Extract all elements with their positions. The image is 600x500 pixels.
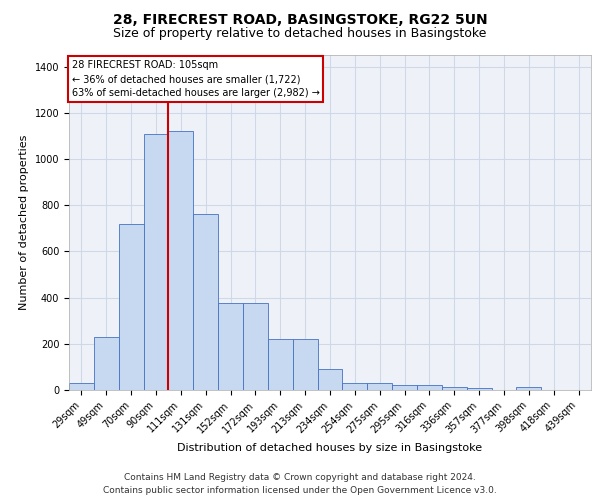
Bar bbox=[193, 214, 218, 390]
Text: Size of property relative to detached houses in Basingstoke: Size of property relative to detached ho… bbox=[113, 28, 487, 40]
Text: Contains HM Land Registry data © Crown copyright and database right 2024.
Contai: Contains HM Land Registry data © Crown c… bbox=[103, 474, 497, 495]
Bar bbox=[317, 369, 343, 390]
X-axis label: Distribution of detached houses by size in Basingstoke: Distribution of detached houses by size … bbox=[178, 443, 482, 453]
Bar bbox=[467, 388, 491, 390]
Bar bbox=[343, 383, 367, 390]
Bar bbox=[517, 386, 541, 390]
Bar bbox=[268, 339, 293, 390]
Y-axis label: Number of detached properties: Number of detached properties bbox=[19, 135, 29, 310]
Text: 28 FIRECREST ROAD: 105sqm
← 36% of detached houses are smaller (1,722)
63% of se: 28 FIRECREST ROAD: 105sqm ← 36% of detac… bbox=[71, 60, 319, 98]
Bar bbox=[392, 386, 417, 390]
Bar bbox=[293, 339, 317, 390]
Text: 28, FIRECREST ROAD, BASINGSTOKE, RG22 5UN: 28, FIRECREST ROAD, BASINGSTOKE, RG22 5U… bbox=[113, 12, 487, 26]
Bar bbox=[442, 386, 467, 390]
Bar bbox=[218, 304, 243, 390]
Bar bbox=[119, 224, 143, 390]
Bar bbox=[417, 386, 442, 390]
Bar bbox=[69, 383, 94, 390]
Bar bbox=[243, 304, 268, 390]
Bar bbox=[169, 131, 193, 390]
Bar bbox=[143, 134, 169, 390]
Bar bbox=[367, 383, 392, 390]
Bar bbox=[94, 337, 119, 390]
